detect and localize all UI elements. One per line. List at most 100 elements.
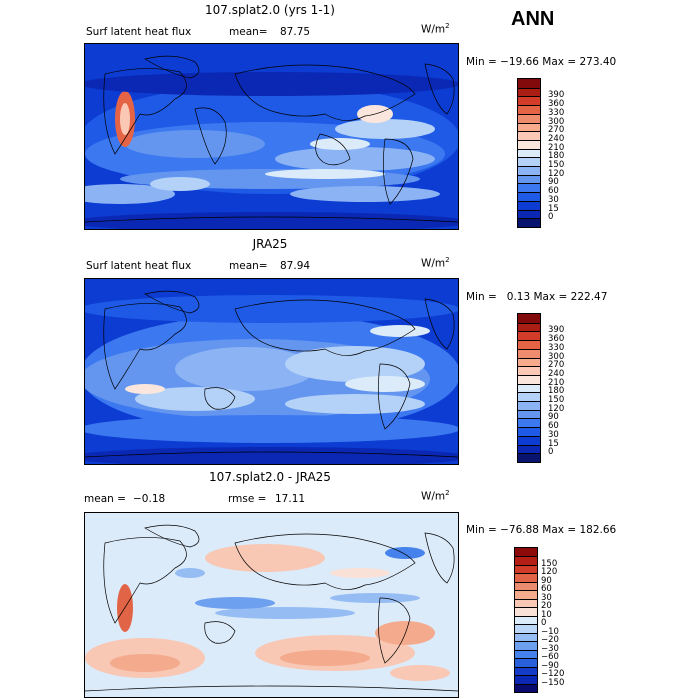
colorbar-segment: [518, 192, 540, 201]
panel-3-field: [85, 544, 450, 681]
colorbar-segment: [518, 366, 540, 375]
panel-2-title: JRA25: [252, 237, 288, 251]
panel-3-title: 107.splat2.0 - JRA25: [209, 470, 331, 484]
panel-1-mean-label: mean=: [229, 26, 268, 38]
colorbar-segment: [518, 174, 540, 184]
colorbar-tick-label: 20: [541, 601, 552, 612]
colorbar-segment: [518, 79, 540, 88]
colorbar-tick-label: 60: [548, 421, 559, 432]
colorbar-segment: [518, 157, 540, 167]
panel-1-minmax: Min = −19.66 Max = 273.40: [466, 56, 617, 68]
colorbar-segment: [515, 598, 537, 608]
panel-3-rmse-label: rmse =: [228, 493, 267, 505]
colorbar-segment: [518, 96, 540, 106]
colorbar-segment: [518, 392, 540, 402]
colorbar-tick-label: 90: [548, 412, 559, 423]
colorbar-segment: [518, 374, 540, 384]
colorbar-segment: [518, 357, 540, 367]
colorbar-tick-label: 30: [548, 194, 559, 205]
panel-3-rmse-value: 17.11: [275, 493, 306, 505]
panel-2-map-svg: [85, 279, 458, 464]
panel-3-colorbar-ticks: −150 −120 −90 −60 −30 −20 −10 0 10 20 30 60 90 120 150: [541, 547, 587, 695]
panel-2-colorbar-ticks: 0 15 30 60 90 120 150 180 210 240 270 300 330 360 390: [548, 313, 588, 463]
panel-2-colorbar: [517, 313, 541, 463]
colorbar-segment: [518, 322, 540, 332]
colorbar-segment: [515, 683, 537, 692]
colorbar-segment: [515, 666, 537, 676]
colorbar-segment: [515, 624, 537, 633]
colorbar-segment: [518, 166, 540, 175]
panel-1-mean-value: 87.75: [280, 26, 311, 38]
colorbar-segment: [518, 348, 540, 358]
panel-3-mean-label: mean =: [84, 493, 126, 505]
colorbar-segment: [518, 435, 540, 445]
colorbar-segment: [515, 590, 537, 599]
colorbar-tick-label: 150: [548, 160, 565, 171]
colorbar-segment: [518, 409, 540, 419]
colorbar-tick-label: 180: [548, 386, 565, 397]
colorbar-segment: [518, 218, 540, 227]
panel-1-colorbar: [517, 78, 541, 228]
season-label: ANN: [511, 8, 555, 30]
colorbar-segment: [518, 131, 540, 140]
colorbar-tick-label: −90: [541, 660, 559, 671]
colorbar-segment: [518, 418, 540, 428]
panel-2-minmax: Min = 0.13 Max = 222.47: [466, 291, 608, 303]
panel-1-variable: Surf latent heat flux: [86, 26, 192, 38]
panel-3-map-svg: [85, 513, 458, 697]
colorbar-tick-label: 180: [548, 151, 565, 162]
colorbar-segment: [518, 200, 540, 210]
colorbar-segment: [515, 607, 537, 616]
colorbar-tick-label: 300: [548, 116, 565, 127]
colorbar-segment: [518, 105, 540, 114]
colorbar-segment: [518, 209, 540, 219]
colorbar-tick-label: 15: [548, 203, 559, 214]
colorbar-tick-label: 60: [548, 186, 559, 197]
colorbar-tick-label: 120: [548, 168, 565, 179]
colorbar-segment: [518, 383, 540, 393]
colorbar-segment: [518, 113, 540, 123]
colorbar-tick-label: 210: [548, 142, 565, 153]
colorbar-tick-label: 390: [548, 90, 565, 101]
colorbar-segment: [515, 649, 537, 659]
colorbar-tick-label: 0: [548, 447, 554, 458]
colorbar-segment: [515, 632, 537, 642]
panel-1-field: [85, 72, 458, 229]
colorbar-segment: [518, 453, 540, 462]
colorbar-tick-label: 90: [541, 575, 552, 586]
colorbar-tick-label: 10: [541, 609, 552, 620]
colorbar-segment: [515, 675, 537, 684]
panel-1-units: W/m2: [421, 22, 450, 36]
colorbar-segment: [518, 122, 540, 132]
colorbar-tick-label: −30: [541, 643, 559, 654]
panel-2-continents: [85, 290, 458, 458]
colorbar-segment: [515, 615, 537, 625]
colorbar-segment: [515, 556, 537, 565]
panel-2-units: W/m2: [421, 256, 450, 270]
colorbar-segment: [518, 331, 540, 341]
panel-3-mean-value: −0.18: [133, 493, 166, 505]
colorbar-tick-label: 360: [548, 334, 565, 345]
panel-3-units: W/m2: [421, 489, 450, 503]
panel-3-colorbar: [514, 547, 538, 693]
colorbar-segment: [515, 581, 537, 591]
panel-1-continents: [85, 55, 458, 223]
colorbar-tick-label: 60: [541, 584, 552, 595]
colorbar-tick-label: 120: [548, 403, 565, 414]
colorbar-segment: [518, 427, 540, 436]
colorbar-tick-label: −120: [541, 669, 565, 680]
colorbar-tick-label: 240: [548, 368, 565, 379]
panel-2-mean-label: mean=: [229, 260, 268, 272]
colorbar-tick-label: 0: [548, 212, 554, 223]
colorbar-tick-label: 210: [548, 377, 565, 388]
colorbar-segment: [518, 87, 540, 97]
colorbar-tick-label: 240: [548, 133, 565, 144]
panel-1-map-svg: [85, 44, 458, 229]
colorbar-segment: [518, 183, 540, 193]
colorbar-tick-label: 0: [541, 618, 547, 629]
colorbar-segment: [515, 658, 537, 667]
colorbar-tick-label: 330: [548, 342, 565, 353]
panel-1-map: [84, 43, 459, 230]
colorbar-tick-label: 30: [548, 429, 559, 440]
colorbar-tick-label: 90: [548, 177, 559, 188]
